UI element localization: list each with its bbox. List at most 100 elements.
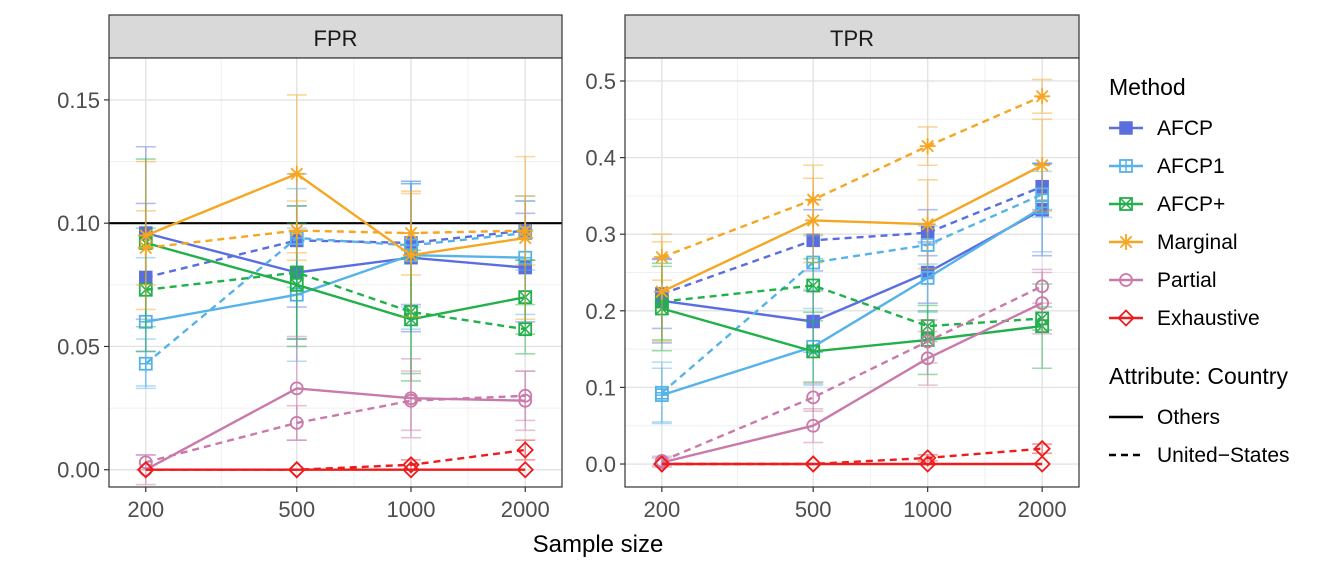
legend-label: Partial xyxy=(1157,269,1217,292)
data-point xyxy=(806,418,821,433)
data-point xyxy=(137,239,154,256)
series-line xyxy=(661,447,1043,466)
y-tick-label: 0.4 xyxy=(585,146,616,171)
error-bar xyxy=(515,370,536,422)
x-axis-title: Sample size xyxy=(533,531,664,558)
data-point xyxy=(138,282,153,297)
error-bar xyxy=(135,454,156,486)
data-point-shape xyxy=(919,216,936,233)
legend-key-marker-shape xyxy=(1117,309,1135,327)
data-point-shape xyxy=(138,282,153,297)
data-point-cross xyxy=(921,238,934,251)
series-line xyxy=(145,448,526,471)
series-exhaustive-us xyxy=(137,439,536,479)
data-point-shape xyxy=(806,314,820,329)
series-exhaustive-us xyxy=(653,439,1053,473)
data-point-shape xyxy=(404,312,418,327)
data-point xyxy=(289,265,304,280)
data-point-shape xyxy=(653,249,670,266)
y-tick-label: 0.3 xyxy=(585,222,616,247)
legend-item-afcp: AFCP xyxy=(1109,117,1213,140)
data-point-cross xyxy=(655,295,669,309)
legend-linetype-title: Attribute: Country xyxy=(1109,363,1288,389)
x-tick-label: 1000 xyxy=(387,497,436,522)
y-tick-label: 0.15 xyxy=(57,88,100,113)
data-point xyxy=(518,250,533,265)
y-tick-label: 0.1 xyxy=(585,375,616,400)
y-tick-label: 0.0 xyxy=(585,452,616,477)
legend-item-united-states: United−States xyxy=(1109,444,1290,467)
data-point-shape xyxy=(806,390,821,405)
x-tick-label: 1000 xyxy=(903,497,952,522)
legend-key-marker-shape xyxy=(1119,121,1133,135)
data-point xyxy=(806,278,821,293)
data-point-cross xyxy=(1036,201,1049,214)
legend-label: AFCP1 xyxy=(1157,155,1225,178)
data-point-cross xyxy=(655,386,668,399)
data-point-shape xyxy=(137,227,154,244)
legend-item-others: Others xyxy=(1109,406,1220,429)
data-point-cross xyxy=(518,322,532,336)
data-point-cross xyxy=(290,265,304,280)
data-point xyxy=(920,351,935,366)
data-point-shape xyxy=(1033,455,1051,473)
legend: Method AFCP AFCP1 AFCP+ Marginal Partial Exhau… xyxy=(1109,74,1290,467)
series-line xyxy=(145,231,526,365)
legend-label: AFCP+ xyxy=(1157,193,1225,216)
data-point-shape xyxy=(137,460,155,479)
data-point-shape xyxy=(920,351,935,366)
data-point xyxy=(289,415,304,430)
data-point-cross xyxy=(519,251,532,264)
x-tick-label: 500 xyxy=(795,497,832,522)
legend-key-marker-shape xyxy=(1118,234,1134,250)
data-point xyxy=(920,238,935,252)
series-afcp-us xyxy=(651,257,1053,343)
data-point-shape xyxy=(806,344,821,359)
data-point-shape xyxy=(654,454,669,468)
legend-key-marker xyxy=(1119,159,1133,173)
data-point-shape xyxy=(403,247,419,264)
data-point-shape xyxy=(920,334,935,349)
data-point xyxy=(288,222,305,239)
legend-key-marker xyxy=(1119,121,1133,135)
data-point-shape xyxy=(919,138,936,155)
data-point xyxy=(804,455,822,473)
series-layer xyxy=(651,78,1053,473)
error-bar xyxy=(1032,271,1053,335)
data-point-shape xyxy=(518,388,533,403)
data-point-shape xyxy=(805,191,822,208)
data-point-shape xyxy=(516,441,534,459)
data-point xyxy=(1035,279,1050,294)
panel-strip xyxy=(108,14,563,59)
x-tick-label: 200 xyxy=(127,497,164,522)
legend-item-afcp-: AFCP+ xyxy=(1109,193,1225,216)
data-point xyxy=(403,225,419,242)
data-point-shape xyxy=(806,278,821,293)
data-point-shape xyxy=(1033,439,1051,458)
data-point xyxy=(1034,157,1051,174)
data-point-shape xyxy=(288,165,305,182)
data-point xyxy=(289,277,304,292)
series-line xyxy=(145,241,526,321)
data-point-shape xyxy=(1035,279,1050,294)
data-point xyxy=(654,385,669,400)
data-point-shape xyxy=(289,381,304,396)
x-tick-label: 2000 xyxy=(1018,497,1067,522)
legend-key-marker-cross xyxy=(1119,197,1133,211)
data-point-shape xyxy=(806,418,821,433)
series-line xyxy=(661,185,1043,296)
data-point xyxy=(1033,455,1051,473)
data-point-cross xyxy=(139,315,152,328)
data-point-shape xyxy=(1035,311,1050,326)
series-line xyxy=(661,302,1043,464)
error-bar xyxy=(515,370,536,432)
data-point-cross xyxy=(1035,311,1049,325)
x-axis: 200 500 1000 2000 xyxy=(643,487,1067,522)
y-axis: 0.00 0.05 0.10 0.15 xyxy=(57,88,109,483)
data-point-shape xyxy=(920,319,935,334)
legend-key-marker-shape xyxy=(1119,197,1133,211)
panel-border xyxy=(108,57,563,488)
panel-strip xyxy=(624,14,1080,59)
